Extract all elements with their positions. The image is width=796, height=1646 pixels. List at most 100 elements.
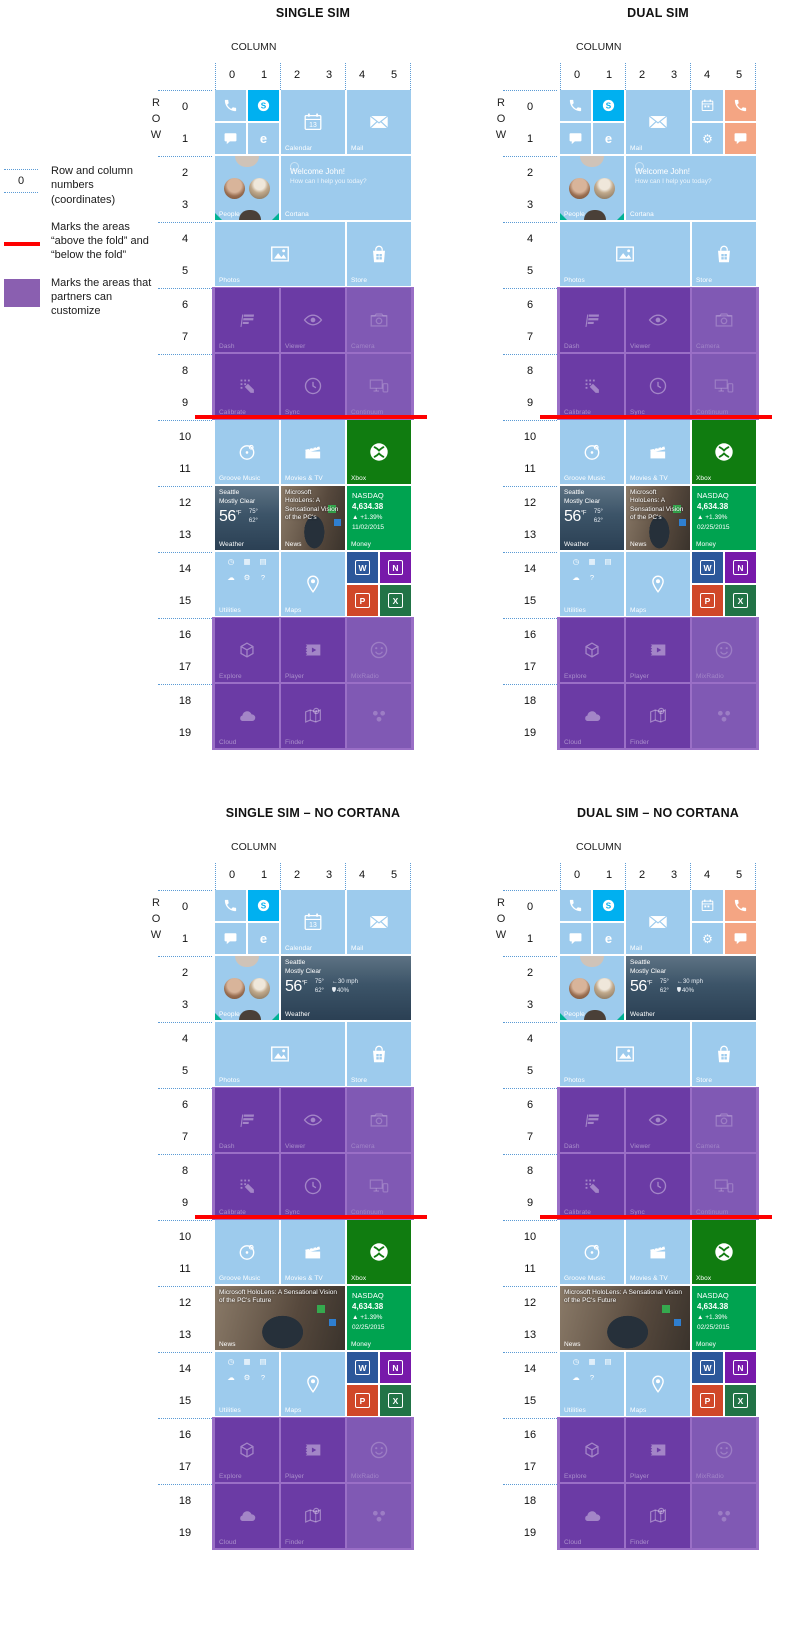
tile-label: Cortana: [630, 211, 654, 218]
weather-high-low: 75° 62°: [593, 508, 603, 525]
camera-icon: [692, 1088, 756, 1152]
column-number: 2: [280, 863, 313, 890]
tile-label: Continuum: [696, 1209, 729, 1216]
tile-label: Sync: [630, 1209, 645, 1216]
tile-label: Finder: [630, 739, 650, 746]
row-number: 6: [158, 1088, 212, 1121]
tile-excel: X: [725, 585, 756, 616]
tile-mixradio: MixRadio: [347, 1418, 411, 1482]
row-number: 7: [526, 1131, 534, 1143]
tile-label: Cloud: [219, 1539, 237, 1546]
tile-news: Microsoft HoloLens: A Sensational Vision…: [215, 1286, 345, 1350]
money-index: NASDAQ: [352, 491, 384, 500]
tile-powerpoint: P: [347, 585, 378, 616]
explore-icon: [560, 618, 624, 682]
money-value: 4,634.38: [352, 502, 384, 512]
tile-label: Player: [285, 1473, 305, 1480]
tile-people: People: [215, 156, 279, 220]
tile-money: NASDAQ 4,634.38 ▲ +1.39% 02/25/2015 Money: [692, 1286, 756, 1350]
tile-messaging-sim2: [725, 923, 756, 954]
row-number: 5: [526, 1065, 534, 1077]
column-number: 1: [260, 69, 268, 81]
tile-label: People: [219, 211, 240, 218]
tile-label: Photos: [564, 277, 585, 284]
tile-dash: Dash: [560, 288, 624, 352]
avatar: [580, 956, 604, 967]
row-number: 15: [523, 595, 537, 607]
row-numbers: 0 1 2 3 4 5 6 7 8 9 10 11 12 13 14 15 16 17 18 19: [158, 90, 212, 750]
tile-label: Movies & TV: [630, 1275, 668, 1282]
tile-skype: S: [593, 890, 624, 921]
cortana-prompt: How can I help you today?: [635, 178, 712, 185]
avatar: [249, 978, 270, 999]
tile-label: Explore: [564, 673, 587, 680]
gear-icon: ⚙: [702, 931, 713, 946]
dotted-line-icon: [4, 192, 38, 193]
news-headline: Microsoft HoloLens: A Sensational Vision…: [564, 1289, 683, 1305]
smiley-icon: [347, 618, 411, 682]
gear-icon: ⚙: [243, 572, 251, 582]
row-number: 7: [526, 331, 534, 343]
tile-excel: X: [725, 1385, 756, 1416]
store-icon: [347, 1022, 411, 1086]
tile-calibrate: Calibrate: [560, 354, 624, 418]
cloud-icon: ☁: [572, 1372, 580, 1382]
column-number: 3: [670, 869, 678, 881]
tile-player: Player: [626, 1418, 690, 1482]
calendar-icon: 13: [281, 890, 345, 954]
weather-condition: Mostly Clear: [564, 497, 601, 505]
tile-cloud: Cloud: [215, 684, 279, 748]
tile-edge: e: [248, 123, 279, 154]
row-number: 4: [158, 1022, 212, 1055]
tile-finder: Finder: [281, 1484, 345, 1548]
message-icon: [560, 123, 591, 154]
row-number: 19: [178, 1527, 192, 1539]
dotted-line-icon: [4, 169, 38, 170]
calibrate-icon: [215, 1154, 279, 1218]
tile-calendar: [692, 890, 723, 921]
corner-accent-icon: [272, 213, 279, 220]
player-icon: [626, 618, 690, 682]
tile-phone-sim2: [725, 90, 756, 121]
money-index: NASDAQ: [697, 491, 729, 500]
money-change: ▲ +1.39%: [697, 514, 728, 522]
tile-label: News: [564, 1341, 581, 1348]
onenote-icon: N: [725, 552, 756, 583]
column-number: 5: [378, 63, 411, 90]
groove-icon: [215, 1220, 279, 1284]
dots-icon: [347, 1484, 411, 1548]
row-number: 12: [503, 486, 557, 519]
corner-accent-icon: [215, 1013, 222, 1020]
tile-label: People: [564, 211, 585, 218]
tile-maps: Maps: [281, 1352, 345, 1416]
avatar: [224, 178, 245, 199]
legend-partner-text: Marks the areas that partners can custom…: [51, 276, 152, 318]
row-number: 19: [178, 727, 192, 739]
tile-calendar: 13 Calendar: [281, 890, 345, 954]
tile-mail: Mail: [347, 890, 411, 954]
column-axis-label: COLUMN: [231, 841, 277, 853]
column-number: 0: [215, 63, 248, 90]
tile-player: Player: [281, 1418, 345, 1482]
tile-label: Mail: [630, 945, 643, 952]
dash-icon: [215, 288, 279, 352]
tile-label: Photos: [219, 277, 240, 284]
tile-label: Dash: [564, 343, 580, 350]
tile-maps: Maps: [281, 552, 345, 616]
tile-store: Store: [347, 222, 411, 286]
tile-label: Weather: [630, 1011, 656, 1018]
tile-sync: Sync: [626, 1154, 690, 1218]
sync-icon: [281, 354, 345, 418]
tile-label: Utilities: [564, 607, 586, 614]
tile-label: Camera: [351, 343, 375, 350]
tile-label: Dash: [564, 1143, 580, 1150]
message-icon: [725, 923, 756, 954]
help-icon: ?: [260, 1372, 266, 1382]
onenote-icon: N: [380, 1352, 411, 1383]
tile-groove-music: Groove Music: [215, 1220, 279, 1284]
tile-people: People: [560, 156, 624, 220]
news-headline: Microsoft HoloLens: A Sensational Vision…: [219, 1289, 338, 1305]
tile-maps: Maps: [626, 552, 690, 616]
row-number: 11: [524, 463, 536, 475]
